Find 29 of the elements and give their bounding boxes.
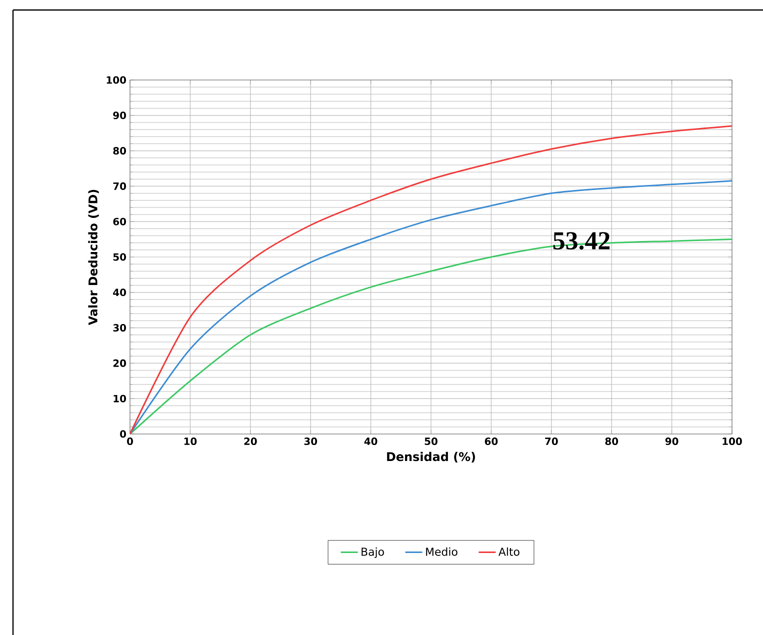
x-tick-label: 40 (364, 438, 378, 446)
x-tick-label: 100 (722, 438, 742, 446)
legend-label: Bajo (362, 547, 384, 558)
x-tick-label: 20 (244, 438, 257, 446)
y-tick-label: 10 (114, 394, 126, 402)
y-tick-label: 70 (113, 182, 126, 190)
x-tick-label: 80 (605, 438, 618, 446)
x-tick-label: 70 (545, 438, 558, 446)
y-tick-label: 100 (106, 76, 126, 84)
legend-label: Medio (426, 547, 458, 556)
y-axis-title: Valor Deducido (VD) (88, 190, 99, 326)
line-series (130, 125, 732, 434)
x-tick-label: 0 (127, 438, 133, 446)
y-tick-label: 50 (113, 253, 126, 261)
line-series (130, 180, 732, 434)
x-axis-title: Densidad (%) (387, 452, 475, 463)
y-tick-label: 80 (113, 147, 126, 155)
x-tick-label: 30 (304, 438, 318, 446)
x-tick-label: 90 (665, 438, 678, 446)
legend-label: Alto (498, 547, 520, 556)
y-tick-label: 30 (113, 324, 126, 332)
y-tick-label: 60 (113, 218, 126, 226)
x-tick-label: 10 (184, 438, 197, 446)
x-tick-label: 50 (424, 438, 438, 446)
y-tick-label: 0 (120, 430, 126, 438)
y-tick-label: 20 (113, 359, 126, 367)
y-tick-label: 40 (113, 288, 126, 296)
x-tick-label: 60 (484, 438, 498, 446)
y-tick-label: 90 (113, 112, 126, 120)
